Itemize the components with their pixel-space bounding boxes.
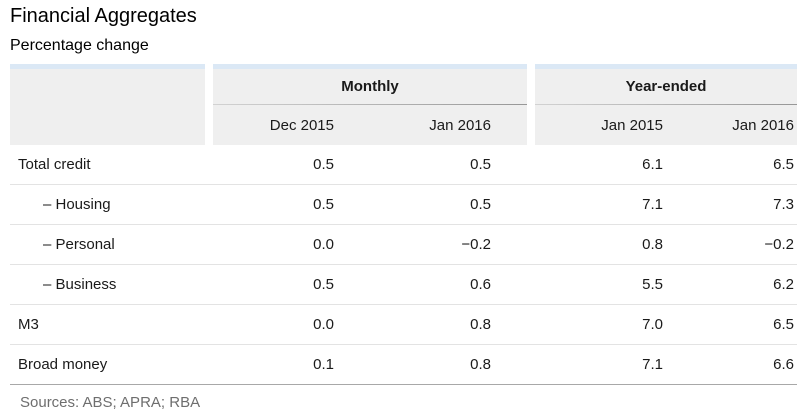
- row-label: M3: [18, 316, 39, 333]
- table-row-m3: M3 0.0 0.8 7.0 6.5: [10, 305, 797, 345]
- cell-value: 6.5: [773, 156, 794, 173]
- year-ended-column-headers: Jan 2015 Jan 2016: [535, 105, 797, 145]
- cell-value: 7.0: [642, 316, 663, 333]
- cell-value: 7.1: [642, 356, 663, 373]
- cell-value: 0.8: [470, 356, 491, 373]
- page-title: Financial Aggregates: [10, 5, 197, 27]
- table-header: Monthly Dec 2015 Jan 2016 Year-ended Jan…: [10, 64, 797, 145]
- cell-value: 0.8: [470, 316, 491, 333]
- table-row-personal: – Personal 0.0 −0.2 0.8 −0.2: [10, 225, 797, 265]
- row-label: – Business: [43, 276, 117, 293]
- cell-value: 0.5: [470, 196, 491, 213]
- table-row-housing: – Housing 0.5 0.5 7.1 7.3: [10, 185, 797, 225]
- cell-value: 7.1: [642, 196, 663, 213]
- subtitle: Percentage change: [10, 37, 149, 54]
- cell-value: 0.5: [313, 276, 334, 293]
- cell-value: 0.8: [642, 236, 663, 253]
- column-group-year-ended: Year-ended Jan 2015 Jan 2016: [535, 64, 797, 145]
- row-label: Broad money: [18, 356, 108, 373]
- sources-note: Sources: ABS; APRA; RBA: [20, 394, 201, 411]
- cell-value: 0.0: [313, 236, 334, 253]
- cell-value: 0.5: [313, 156, 334, 173]
- header-gap: [205, 64, 213, 145]
- group-label-monthly: Monthly: [341, 78, 399, 95]
- cell-value: 5.5: [642, 276, 663, 293]
- cell-value: 7.3: [773, 196, 794, 213]
- group-underline: [535, 104, 797, 105]
- table-row-broad-money: Broad money 0.1 0.8 7.1 6.6: [10, 345, 797, 385]
- cell-value: 6.5: [773, 316, 794, 333]
- column-header-jan-2016-year-ended: Jan 2016: [732, 116, 794, 134]
- table-body: Total credit 0.5 0.5 6.1 6.5 – Housing 0…: [10, 145, 797, 385]
- financial-aggregates-table: Monthly Dec 2015 Jan 2016 Year-ended Jan…: [10, 64, 797, 385]
- cell-value: 0.1: [313, 356, 334, 373]
- table-row-total-credit: Total credit 0.5 0.5 6.1 6.5: [10, 145, 797, 185]
- cell-value: 0.0: [313, 316, 334, 333]
- column-header-jan-2016-monthly: Jan 2016: [429, 116, 491, 134]
- row-label: Total credit: [18, 156, 91, 173]
- table-row-business: – Business 0.5 0.6 5.5 6.2: [10, 265, 797, 305]
- header-corner-cell: [10, 64, 205, 145]
- column-header-dec-2015: Dec 2015: [269, 116, 334, 134]
- cell-value: 6.6: [773, 356, 794, 373]
- header-gap: [527, 64, 535, 145]
- column-group-monthly: Monthly Dec 2015 Jan 2016: [213, 64, 527, 145]
- group-underline: [213, 104, 527, 105]
- group-label-year-ended: Year-ended: [625, 78, 707, 95]
- column-header-jan-2015: Jan 2015: [601, 116, 663, 134]
- cell-value: 6.1: [642, 156, 663, 173]
- cell-value: −0.2: [764, 236, 794, 253]
- row-label: – Housing: [43, 196, 111, 213]
- monthly-column-headers: Dec 2015 Jan 2016: [213, 105, 527, 145]
- cell-value: 0.5: [313, 196, 334, 213]
- cell-value: 0.5: [470, 156, 491, 173]
- row-label: – Personal: [43, 236, 115, 253]
- cell-value: −0.2: [461, 236, 491, 253]
- cell-value: 0.6: [470, 276, 491, 293]
- cell-value: 6.2: [773, 276, 794, 293]
